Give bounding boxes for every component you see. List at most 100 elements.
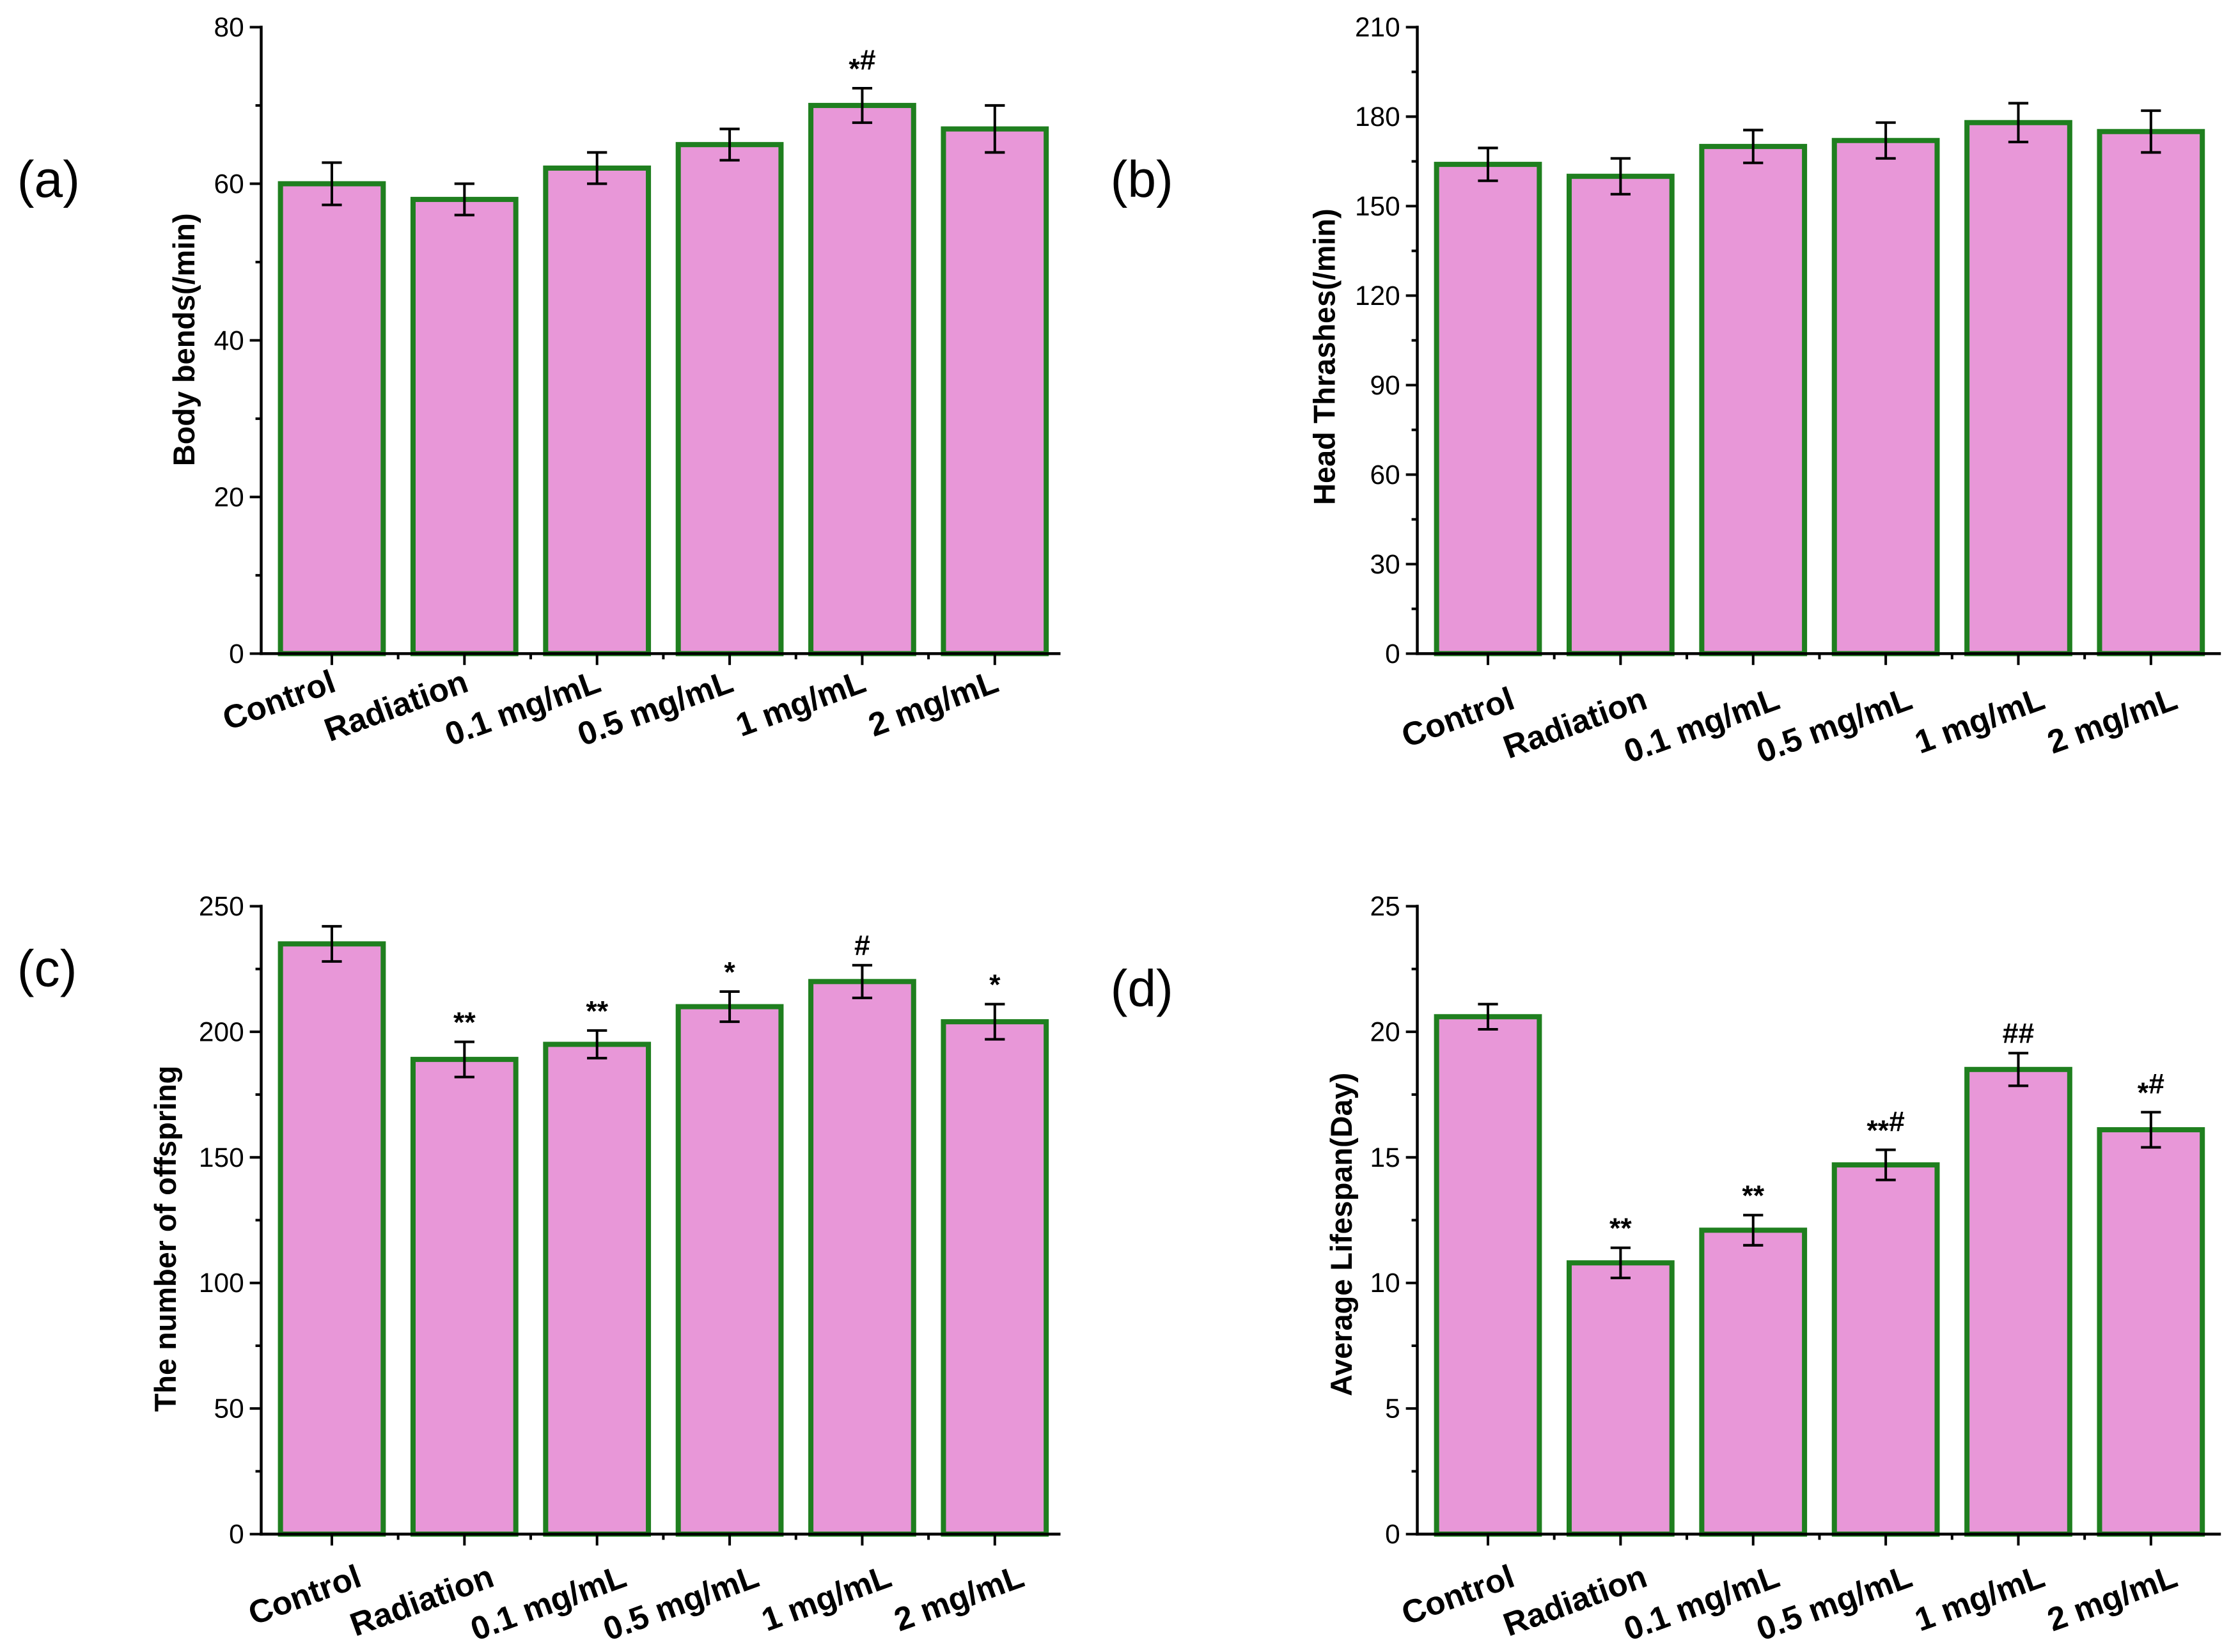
y-tick-label-25: 25 (1370, 891, 1400, 921)
error-bar-0.1-mg-ml (587, 151, 607, 185)
significance-marker-1-mg-ml: # (854, 930, 870, 962)
y-tick-label-120: 120 (1355, 281, 1400, 311)
significance-marker-0.5-mg-ml: **# (1866, 1107, 1905, 1146)
bar-1-mg-ml (808, 979, 916, 1537)
y-axis-title-a: Body bends(/min) (168, 213, 201, 466)
y-tick-label-200: 200 (199, 1017, 244, 1047)
bar-radiation (1567, 173, 1675, 657)
y-tick-label-0: 0 (229, 639, 244, 669)
error-bar-control (1478, 1002, 1498, 1031)
error-bar-control (1478, 146, 1498, 182)
error-bar-1-mg-ml (2008, 102, 2029, 144)
bar-radiation (410, 196, 519, 657)
bar-0.1-mg-ml (543, 1041, 652, 1537)
error-bar-1-mg-ml (852, 963, 873, 999)
y-tick-label-60: 60 (214, 169, 244, 199)
y-axis-title-c: The number of offspring (149, 1066, 182, 1412)
error-bar-0.5-mg-ml (1875, 1148, 1896, 1181)
y-tick-label-180: 180 (1355, 102, 1400, 132)
significance-marker-0.1-mg-ml: ** (586, 995, 608, 1027)
error-bar-radiation (1610, 157, 1631, 196)
significance-marker-0.1-mg-ml: ** (1742, 1180, 1764, 1212)
error-bar-1-mg-ml (2008, 1052, 2029, 1087)
bar-radiation (410, 1057, 519, 1537)
significance-marker-1-mg-ml: ## (2003, 1018, 2035, 1050)
significance-marker-radiation: ** (1609, 1213, 1632, 1244)
y-tick-label-20: 20 (214, 482, 244, 512)
panel-label-b: (b) (1111, 151, 1173, 208)
y-tick-label-80: 80 (214, 12, 244, 42)
panel-label-a: (a) (17, 151, 80, 208)
significance-marker-2-mg-ml: *# (2138, 1069, 2164, 1109)
bar-control (1434, 162, 1542, 657)
y-tick-label-100: 100 (199, 1268, 244, 1298)
bar-1-mg-ml (1964, 120, 2072, 657)
error-bar-radiation (1610, 1246, 1631, 1279)
bar-2-mg-ml (2097, 1127, 2205, 1537)
bar-0.1-mg-ml (543, 165, 652, 657)
bar-0.5-mg-ml (675, 142, 784, 657)
y-tick-label-150: 150 (1355, 191, 1400, 221)
bar-control (278, 181, 386, 657)
bar-1-mg-ml (1964, 1066, 2072, 1537)
error-bar-0.5-mg-ml (719, 127, 740, 162)
error-bar-0.5-mg-ml (719, 990, 740, 1024)
bar-0.5-mg-ml (675, 1004, 784, 1537)
y-tick-label-0: 0 (1385, 639, 1400, 669)
y-axis-title-b: Head Thrashes(/min) (1308, 208, 1341, 505)
y-tick-label-60: 60 (1370, 460, 1400, 490)
bar-2-mg-ml (941, 1019, 1049, 1537)
error-bar-2-mg-ml (2141, 109, 2161, 154)
significance-hash-2-mg-ml: # (2148, 1069, 2164, 1100)
significance-hash-1-mg-ml: # (860, 45, 876, 76)
bar-radiation (1567, 1260, 1675, 1537)
significance-marker-0.5-mg-ml: * (724, 956, 735, 988)
y-tick-label-150: 150 (199, 1142, 244, 1173)
y-tick-label-50: 50 (214, 1394, 244, 1424)
panel-label-c: (c) (17, 940, 77, 997)
bar-2-mg-ml (941, 126, 1049, 657)
y-tick-label-210: 210 (1355, 12, 1400, 42)
significance-stars-2-mg-ml: * (2138, 1077, 2149, 1109)
error-bar-2-mg-ml (2141, 1110, 2161, 1149)
bar-0.5-mg-ml (1831, 1162, 1940, 1537)
bar-1-mg-ml (808, 102, 916, 657)
bar-control (278, 941, 386, 1537)
significance-hash-0.5-mg-ml: # (1889, 1107, 1905, 1138)
bar-0.1-mg-ml (1699, 144, 1808, 657)
error-bar-control (322, 161, 342, 207)
y-tick-label-40: 40 (214, 325, 244, 355)
error-bar-radiation (454, 182, 474, 217)
error-bar-1-mg-ml (852, 86, 873, 124)
bar-control (1434, 1014, 1542, 1537)
panel-label-d: (d) (1111, 960, 1173, 1018)
bar-0.5-mg-ml (1831, 137, 1940, 657)
significance-stars-1-mg-ml: * (849, 53, 860, 84)
y-tick-label-0: 0 (1385, 1519, 1400, 1549)
panel-b: (b) Head Thrashes(/min) ControlRadiation… (1111, 12, 2221, 770)
bar-2-mg-ml (2097, 129, 2205, 657)
y-tick-label-5: 5 (1385, 1394, 1400, 1424)
significance-stars-0.5-mg-ml: ** (1866, 1115, 1889, 1146)
error-bar-0.1-mg-ml (1743, 129, 1764, 164)
y-tick-label-10: 10 (1370, 1268, 1400, 1298)
y-tick-label-90: 90 (1370, 370, 1400, 400)
y-tick-label-20: 20 (1370, 1017, 1400, 1047)
error-bar-0.5-mg-ml (1875, 121, 1896, 160)
error-bar-0.1-mg-ml (587, 1029, 607, 1060)
significance-marker-2-mg-ml: * (989, 969, 1001, 1001)
significance-marker-radiation: ** (453, 1007, 476, 1038)
y-tick-label-0: 0 (229, 1519, 244, 1549)
bar-0.1-mg-ml (1699, 1227, 1808, 1537)
y-tick-label-15: 15 (1370, 1142, 1400, 1173)
y-tick-label-30: 30 (1370, 549, 1400, 579)
error-bar-0.1-mg-ml (1743, 1213, 1764, 1247)
error-bar-control (322, 924, 342, 963)
error-bar-2-mg-ml (985, 104, 1005, 154)
y-tick-label-250: 250 (199, 891, 244, 921)
y-axis-title-d: Average Lifespan(Day) (1325, 1073, 1358, 1396)
error-bar-2-mg-ml (985, 1002, 1005, 1041)
error-bar-radiation (454, 1040, 474, 1079)
significance-marker-1-mg-ml: *# (849, 45, 875, 84)
